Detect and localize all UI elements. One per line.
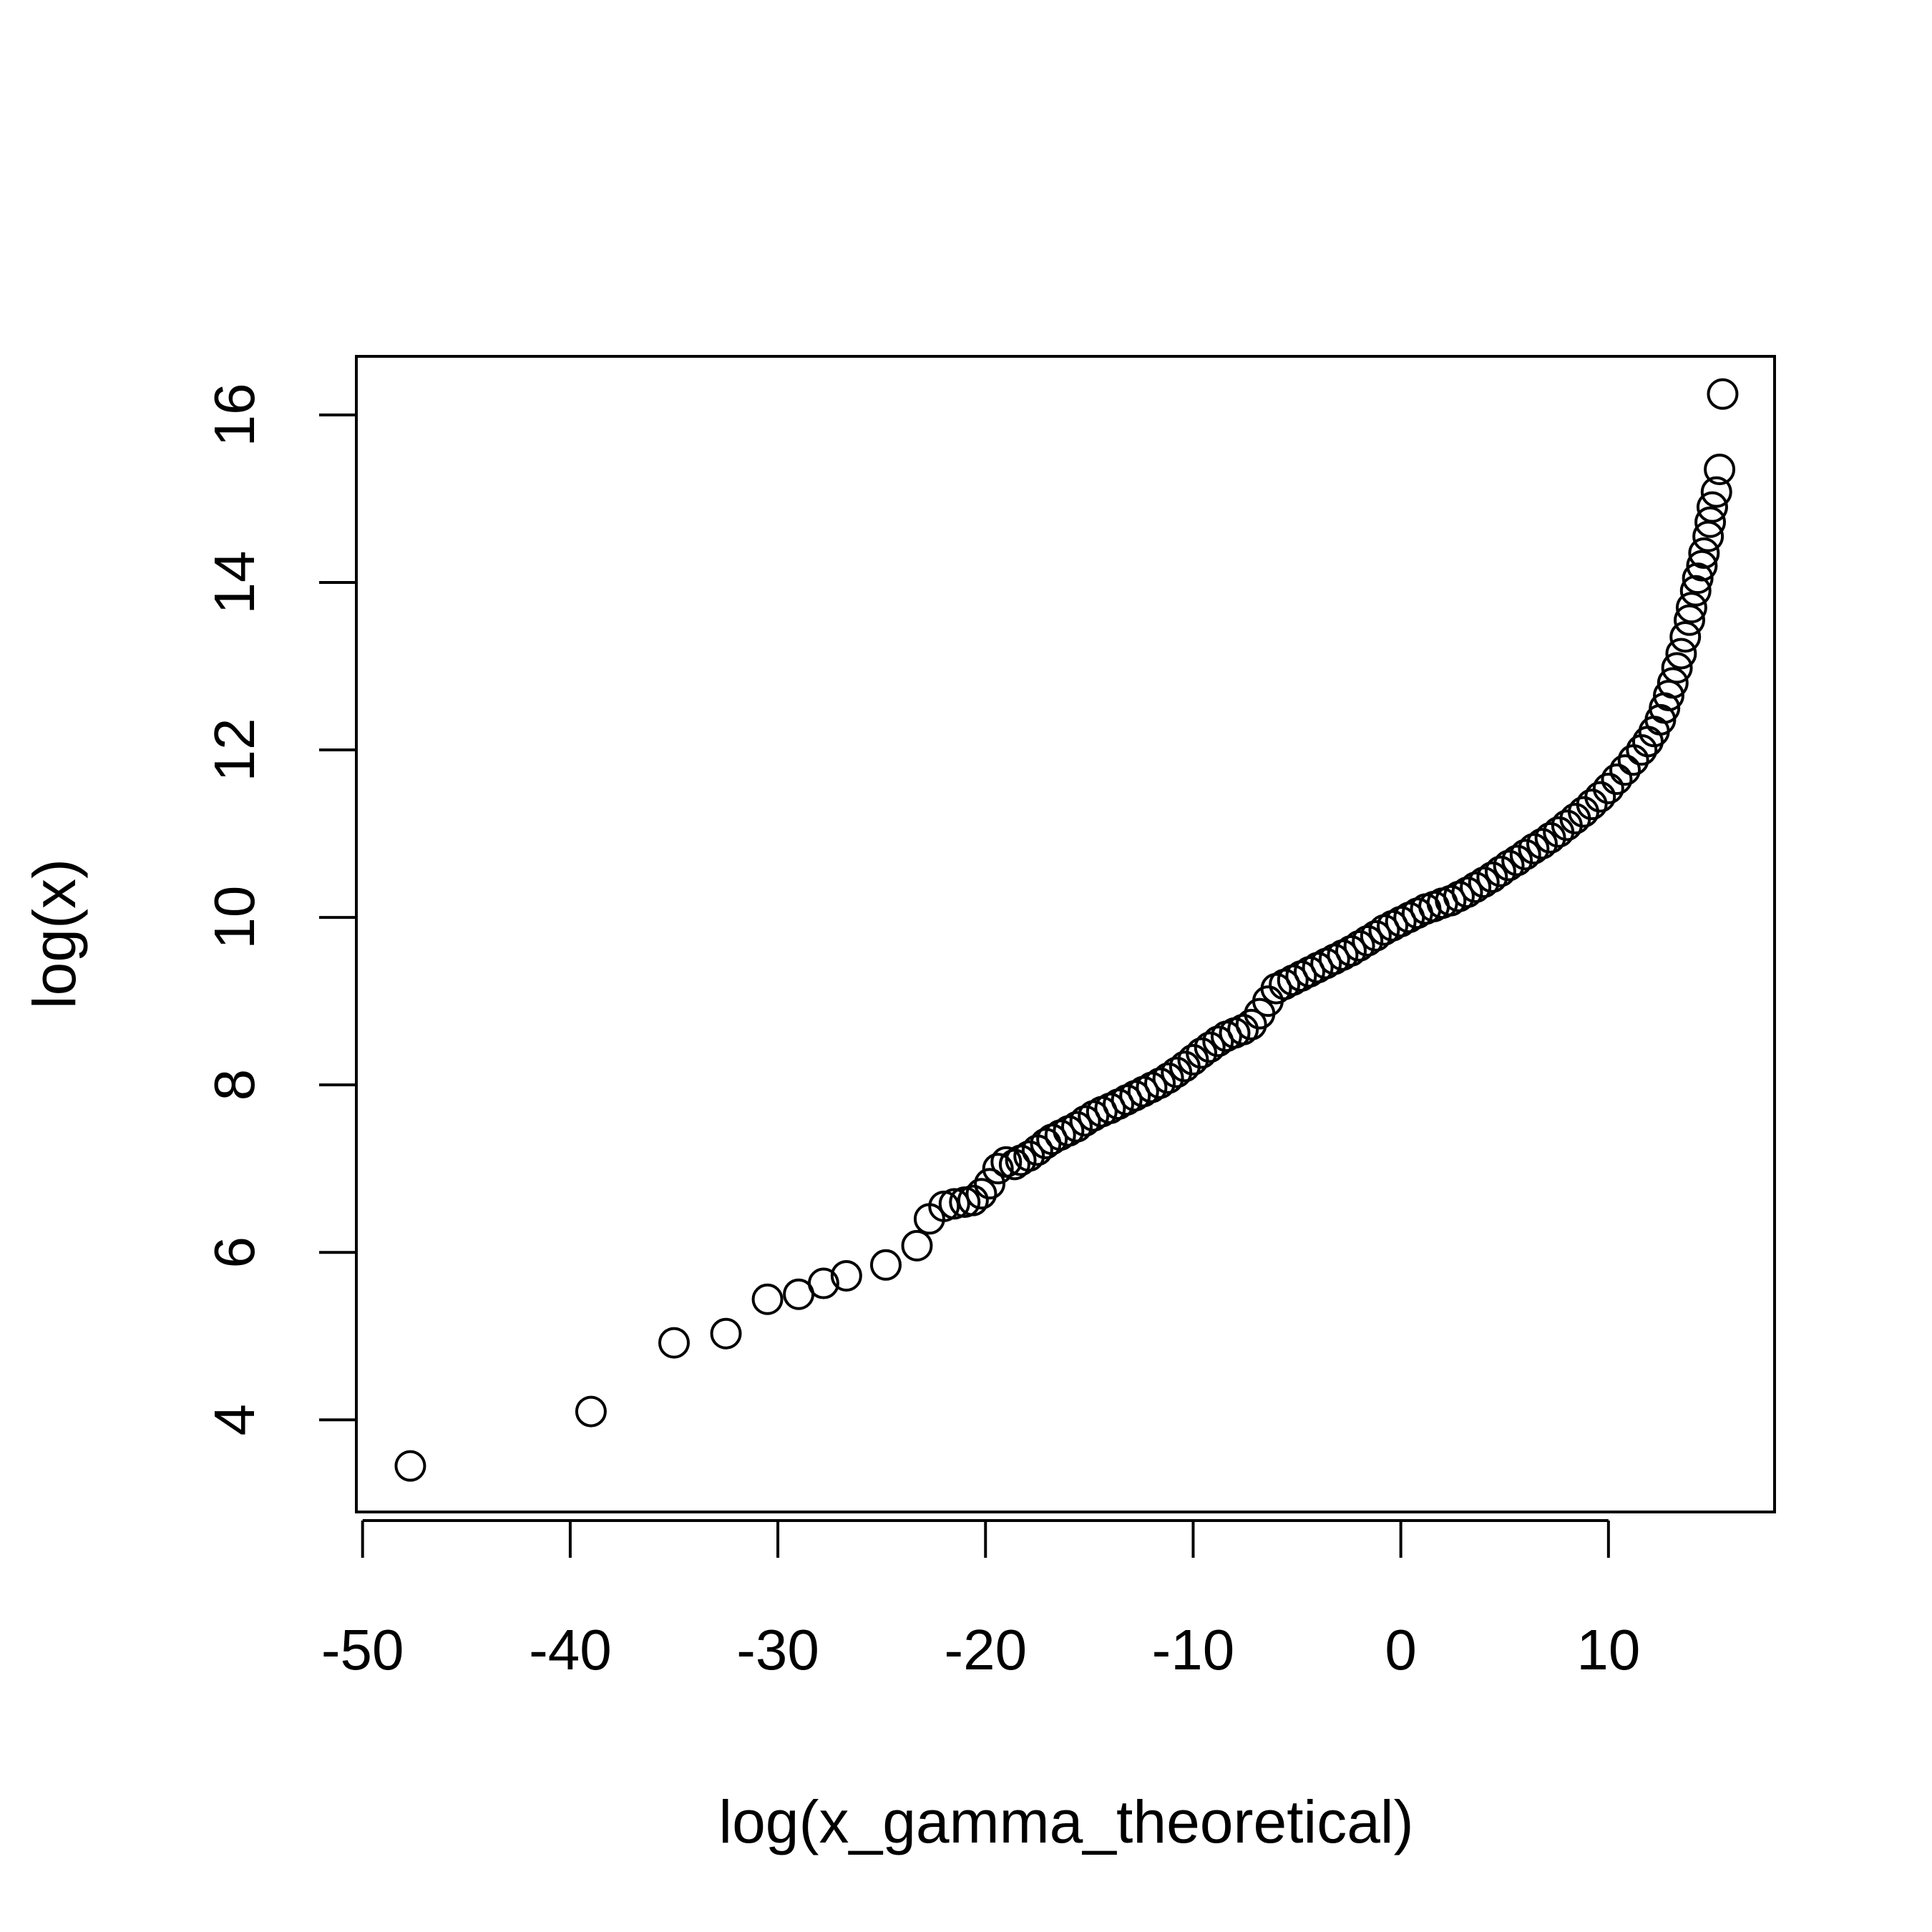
- y-tick-label: 6: [203, 1236, 266, 1269]
- data-point: [1688, 537, 1720, 570]
- data-point: [1343, 930, 1375, 962]
- data-point: [1476, 861, 1508, 893]
- data-point: [1493, 849, 1525, 882]
- x-tick-label: -20: [944, 1618, 1027, 1682]
- data-point: [957, 1184, 989, 1216]
- data-point: [1152, 1062, 1184, 1094]
- y-tick-label: 4: [203, 1404, 266, 1436]
- data-point: [1686, 550, 1718, 582]
- data-point: [1501, 844, 1533, 877]
- data-point: [658, 1327, 690, 1359]
- data-point: [1451, 876, 1483, 908]
- data-point: [938, 1188, 970, 1220]
- y-tick-label: 12: [203, 718, 266, 782]
- data-point: [1460, 871, 1492, 903]
- data-point: [1700, 476, 1732, 508]
- data-point: [974, 1168, 1006, 1200]
- data-point: [982, 1153, 1014, 1185]
- data-point: [394, 1450, 426, 1482]
- x-tick-label: 10: [1576, 1618, 1640, 1682]
- y-tick-label: 16: [203, 383, 266, 447]
- data-point: [1526, 828, 1558, 860]
- data-point: [710, 1317, 742, 1350]
- data-point: [1013, 1140, 1045, 1172]
- data-point: [1669, 621, 1702, 653]
- y-tick-label: 10: [203, 886, 266, 950]
- x-axis-title: log(x_gamma_theoretical): [718, 1788, 1413, 1855]
- data-point: [1202, 1025, 1234, 1058]
- data-point: [1468, 866, 1500, 898]
- data-point: [1360, 919, 1392, 952]
- data-point: [1060, 1111, 1093, 1143]
- data-points: [394, 378, 1739, 1482]
- data-point: [1661, 652, 1693, 684]
- data-point: [1227, 1013, 1259, 1045]
- data-point: [965, 1178, 997, 1210]
- data-point: [1674, 604, 1706, 636]
- data-point: [1144, 1067, 1176, 1099]
- data-point: [1696, 491, 1728, 523]
- data-point: [807, 1267, 839, 1299]
- y-tick-label: 8: [203, 1069, 266, 1101]
- data-point: [1509, 839, 1541, 871]
- data-point: [1235, 1008, 1267, 1040]
- data-point: [1576, 789, 1608, 821]
- data-point: [1518, 833, 1550, 865]
- data-point: [1657, 667, 1689, 699]
- data-point: [1694, 506, 1727, 538]
- data-point: [1194, 1031, 1226, 1063]
- data-point: [1609, 754, 1641, 786]
- data-point: [1584, 781, 1616, 813]
- x-axis-ticks: [361, 1521, 1610, 1558]
- y-tick-label: 14: [203, 550, 266, 614]
- data-point: [1534, 821, 1566, 854]
- data-point: [1601, 763, 1633, 795]
- x-axis-tick-labels: -50 -40 -30 -20 -10 0 10: [321, 1618, 1640, 1682]
- data-point: [830, 1259, 862, 1292]
- data-point: [1592, 772, 1624, 804]
- y-axis-tick-labels: 4 6 8 10 12 14 16: [203, 383, 266, 1435]
- data-point: [1177, 1044, 1209, 1076]
- data-point: [751, 1283, 784, 1315]
- x-tick-label: -50: [321, 1618, 404, 1682]
- x-tick-label: -10: [1152, 1618, 1235, 1682]
- y-axis-title: log(x): [21, 859, 88, 1009]
- data-point: [1484, 855, 1516, 887]
- data-point: [575, 1395, 607, 1428]
- data-point: [1682, 562, 1714, 595]
- data-point: [869, 1249, 902, 1281]
- data-point: [1704, 453, 1736, 485]
- data-point: [1665, 638, 1697, 670]
- data-point: [1161, 1056, 1193, 1088]
- y-axis-ticks: [319, 413, 356, 1422]
- data-point: [1069, 1105, 1101, 1137]
- data-point: [1707, 378, 1739, 410]
- data-point: [1335, 935, 1367, 967]
- x-tick-label: -40: [529, 1618, 612, 1682]
- data-point: [1186, 1037, 1218, 1069]
- data-point: [1679, 575, 1712, 607]
- data-point: [1352, 924, 1384, 957]
- x-tick-label: 0: [1385, 1618, 1417, 1682]
- x-tick-label: -30: [736, 1618, 819, 1682]
- data-point: [901, 1229, 933, 1262]
- data-point: [1675, 592, 1707, 624]
